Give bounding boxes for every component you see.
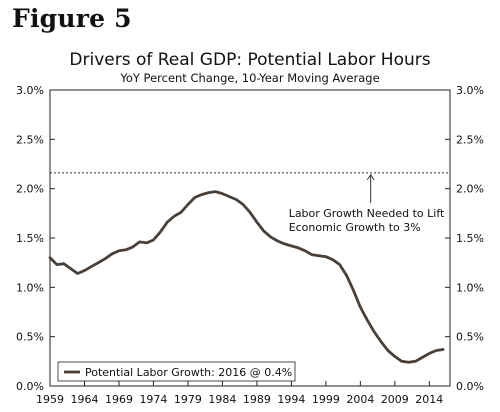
- x-tick-label: 1964: [70, 393, 98, 406]
- y-tick-label-left: 3.0%: [16, 84, 44, 97]
- plot-frame: [49, 89, 451, 387]
- legend-box: [57, 361, 296, 382]
- y-tick-label-right: 1.5%: [456, 232, 484, 245]
- legend: Potential Labor Growth: 2016 @ 0.4%: [57, 361, 296, 382]
- y-tick-label-left: 0.5%: [16, 331, 44, 344]
- x-tick-label: 1979: [174, 393, 202, 406]
- x-tick-label: 1994: [277, 393, 305, 406]
- x-tick-label: 1969: [105, 393, 133, 406]
- x-tick-label: 2004: [346, 393, 374, 406]
- series-line-potential-labor-growth: [48, 190, 445, 364]
- legend-label: Potential Labor Growth: 2016 @ 0.4%: [85, 366, 292, 379]
- y-tick-label-right: 0.0%: [456, 380, 484, 393]
- y-tick-label-left: 2.5%: [16, 133, 44, 146]
- y-tick-label-right: 2.0%: [456, 183, 484, 196]
- y-tick-label-left: 1.0%: [16, 281, 44, 294]
- y-tick-label-right: 0.5%: [456, 331, 484, 344]
- chart-subtitle: YoY Percent Change, 10-Year Moving Avera…: [120, 71, 380, 85]
- x-tick-label: 1989: [243, 393, 271, 406]
- y-tick-label-left: 1.5%: [16, 232, 44, 245]
- figure-label: Figure 5: [12, 4, 132, 33]
- annotation-arrowhead: [366, 174, 375, 181]
- x-tick-label: 1974: [139, 393, 167, 406]
- x-tick-label: 1959: [36, 393, 64, 406]
- y-tick-label-right: 3.0%: [456, 84, 484, 97]
- annotation-line-2: Economic Growth to 3%: [289, 221, 421, 234]
- x-tick-label: 1984: [208, 393, 236, 406]
- x-tick-label: 1999: [312, 393, 340, 406]
- x-tick-label: 2009: [381, 393, 409, 406]
- x-tick-label: 2014: [415, 393, 443, 406]
- y-tick-label-left: 2.0%: [16, 183, 44, 196]
- annotation-line-1: Labor Growth Needed to Lift: [289, 207, 445, 220]
- y-tick-label-left: 0.0%: [16, 380, 44, 393]
- chart-title: Drivers of Real GDP: Potential Labor Hou…: [69, 50, 431, 70]
- y-tick-label-right: 1.0%: [456, 281, 484, 294]
- y-tick-label-right: 2.5%: [456, 133, 484, 146]
